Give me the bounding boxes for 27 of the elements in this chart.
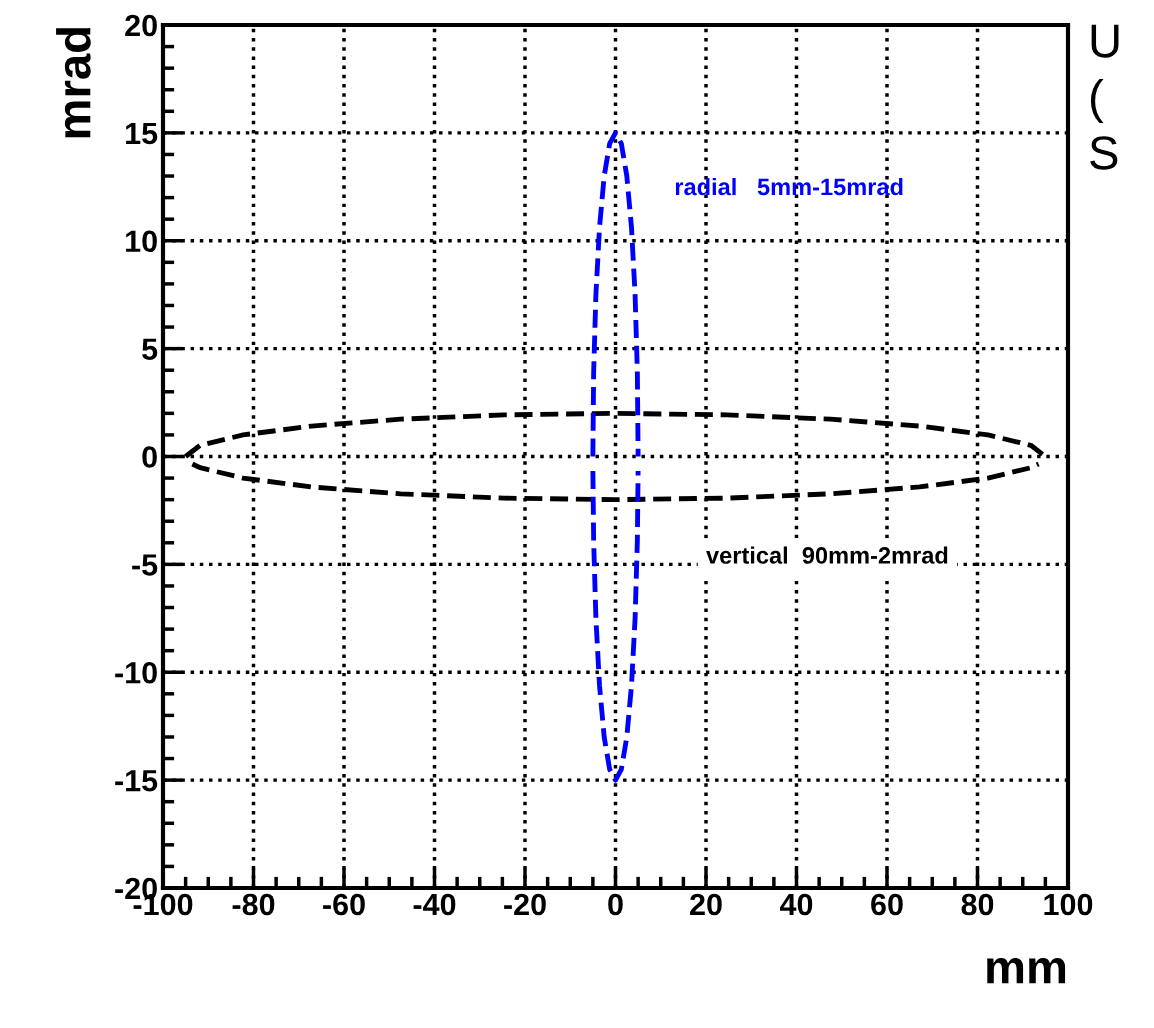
y-tick-label: 15: [126, 122, 158, 145]
line-series: [590, 468, 641, 783]
y-tick-label: -5: [132, 554, 158, 576]
x-axis-title: mm: [987, 957, 1066, 984]
x-tick-label: 20: [690, 893, 722, 916]
y-tick-label: 5: [142, 338, 158, 360]
text: U: [1091, 24, 1119, 58]
y-tick-label: 0: [142, 446, 157, 468]
y-tick-label: 20: [125, 14, 157, 37]
x-tick-label: -40: [413, 893, 456, 916]
x-tick-label: 80: [961, 893, 994, 916]
x-tick-label: 40: [779, 893, 813, 916]
y-tick-label: -15: [115, 770, 158, 792]
x-tick-label: 0: [608, 893, 623, 916]
x-tick-label: 100: [1044, 893, 1093, 916]
y-tick-label: 10: [126, 230, 157, 253]
x-tick-label: -60: [323, 893, 365, 916]
text: S: [1090, 136, 1118, 170]
text: (: [1090, 78, 1104, 123]
x-tick-label: -80: [232, 893, 275, 916]
series-label: radial 5mm-15mrad: [675, 177, 903, 196]
x-tick-label: -20: [504, 893, 546, 916]
y-axis-title: mrad: [56, 28, 91, 138]
x-tick-label: 60: [871, 893, 903, 916]
line-series: [590, 130, 641, 459]
y-tick-label: -10: [115, 661, 157, 684]
text: vertical 90mm-2mrad: [706, 546, 948, 564]
